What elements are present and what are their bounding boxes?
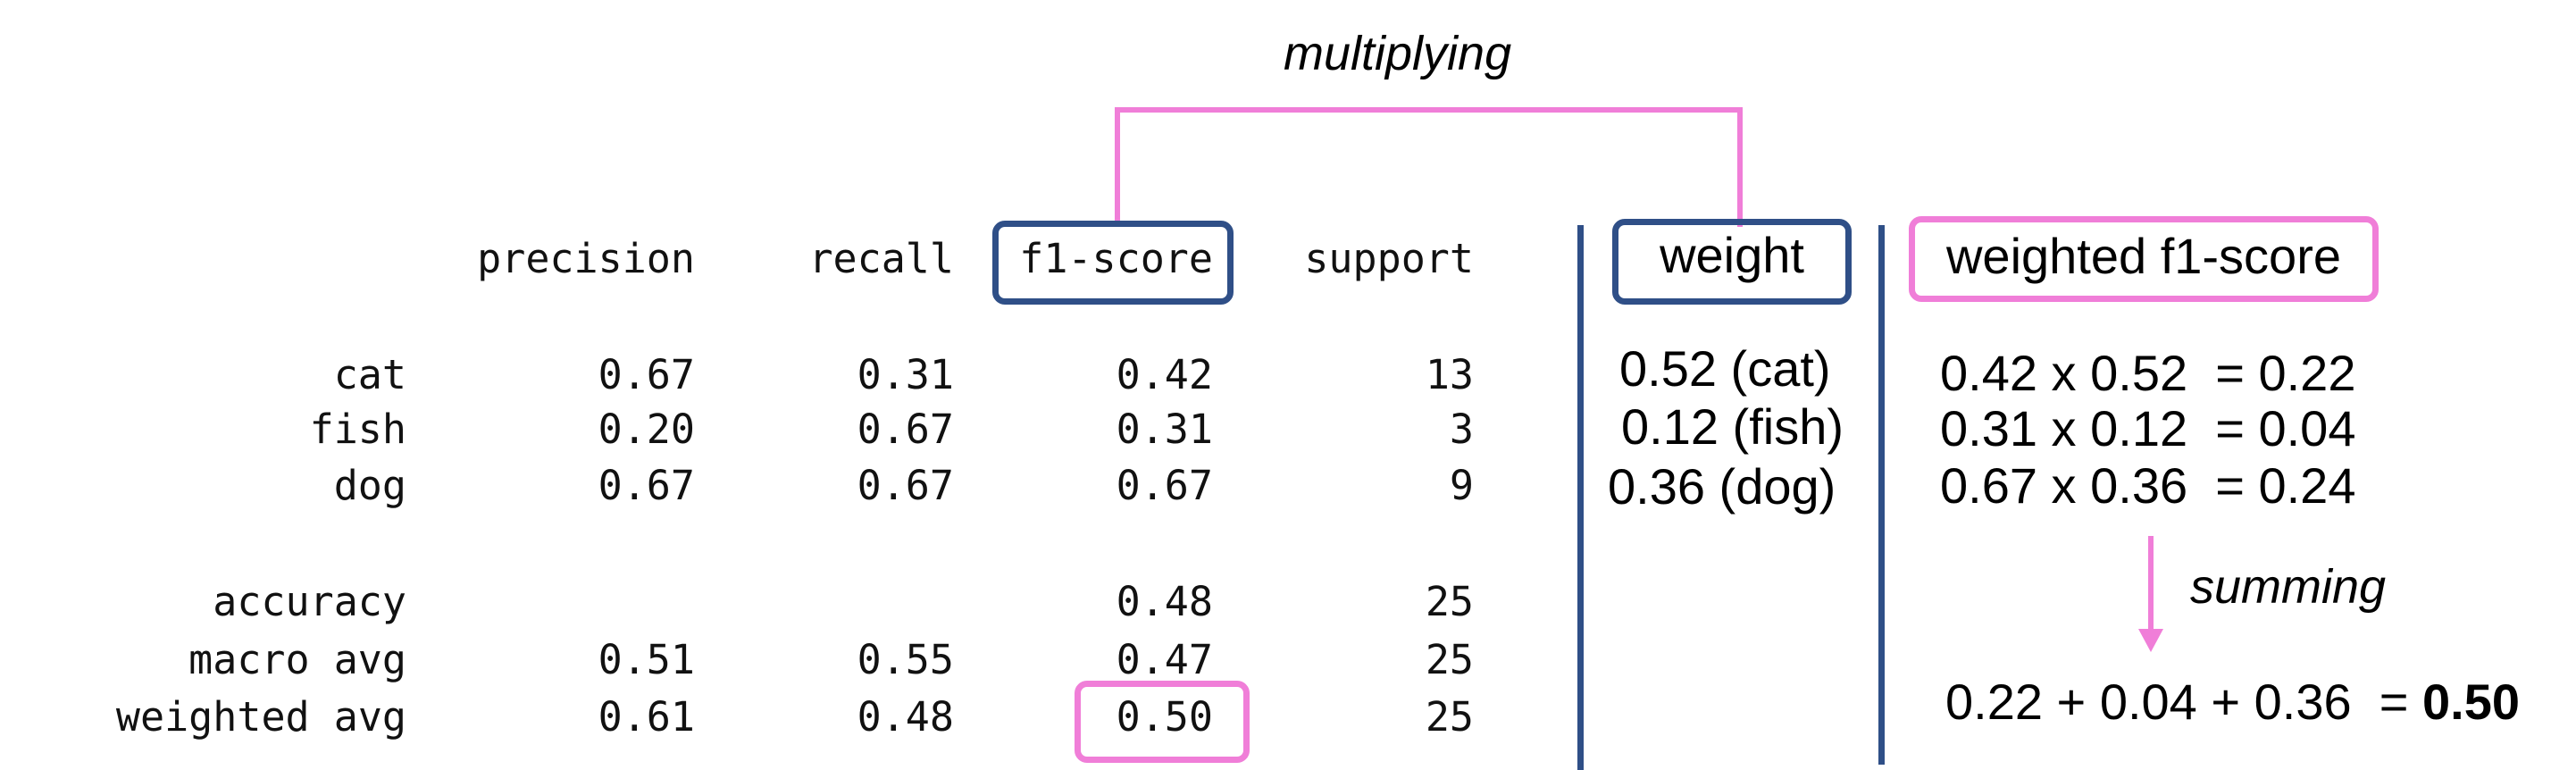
cell-support: 25 [1425,578,1474,625]
cell-recall: 0.67 [857,462,954,509]
weight-dog: 0.36 (dog) [1608,458,1836,515]
cell-precision: 0.67 [598,351,695,398]
sum-expression: 0.22 + 0.04 + 0.36 = [1945,674,2422,730]
cell-f1: 0.47 [1116,636,1213,683]
header-recall: recall [808,235,954,282]
f1-score-header-box [992,221,1234,305]
weight-header: weight [1660,227,1804,283]
row-label: accuracy [213,578,406,625]
header-support: support [1304,235,1474,282]
cell-recall: 0.31 [857,351,954,398]
cell-recall: 0.55 [857,636,954,683]
weighted-f1-header-box [1909,216,2379,302]
weighted-f1-header: weighted f1-score [1945,228,2341,284]
cell-f1-weighted-avg: 0.50 [1116,693,1213,741]
cell-f1: 0.67 [1116,462,1213,509]
cell-precision: 0.51 [598,636,695,683]
weight-cat: 0.52 (cat) [1619,340,1831,397]
cell-f1: 0.42 [1116,351,1213,398]
cell-recall: 0.48 [857,693,954,741]
multiply-bracket-left [1115,107,1120,227]
cell-support: 25 [1425,636,1474,683]
cell-recall: 0.67 [857,406,954,453]
header-f1-score: f1-score [1019,235,1213,282]
row-label: weighted avg [115,693,406,741]
summing-arrow-shaft [2148,536,2154,632]
cell-support: 25 [1425,693,1474,741]
cell-precision: 0.67 [598,462,695,509]
row-label: fish [309,406,406,453]
multiplying-label: multiplying [1284,27,1512,80]
weighted-f1-line-cat: 0.42 x 0.52 = 0.22 [1940,345,2356,401]
multiply-bracket-top [1115,107,1743,113]
summing-arrow-head [2138,629,2163,652]
row-label: cat [333,351,406,398]
weight-fish: 0.12 (fish) [1621,398,1844,455]
weighted-f1-line-dog: 0.67 x 0.36 = 0.24 [1940,457,2356,514]
weighted-f1-line-fish: 0.31 x 0.12 = 0.04 [1940,400,2356,456]
cell-f1: 0.31 [1116,406,1213,453]
header-precision: precision [477,235,695,282]
multiply-bracket-right [1737,107,1743,227]
cell-support: 3 [1449,406,1474,453]
summing-label: summing [2190,560,2387,614]
weight-header-box [1612,219,1852,305]
cell-support: 9 [1449,462,1474,509]
cell-precision: 0.61 [598,693,695,741]
cell-f1: 0.48 [1116,578,1213,625]
divider-right [1878,225,1885,765]
cell-support: 13 [1425,351,1474,398]
row-label: macro avg [188,636,406,683]
weighted-avg-f1-box [1075,681,1250,763]
row-label: dog [333,462,406,509]
cell-precision: 0.20 [598,406,695,453]
divider-left [1577,225,1584,770]
sum-result: 0.50 [2422,674,2520,730]
sum-line: 0.22 + 0.04 + 0.36 = 0.50 [1945,677,2520,727]
